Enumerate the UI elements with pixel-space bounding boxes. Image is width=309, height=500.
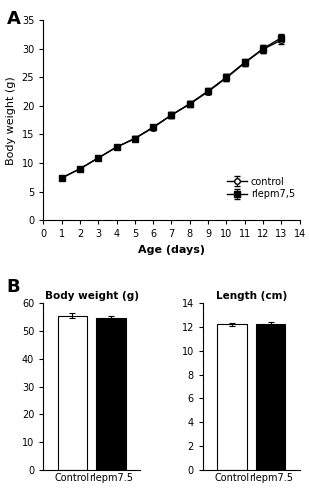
Bar	[96, 318, 125, 470]
Bar	[218, 324, 247, 470]
Title: Body weight (g): Body weight (g)	[45, 291, 139, 301]
Bar	[58, 316, 87, 470]
Title: Length (cm): Length (cm)	[216, 291, 287, 301]
Text: B: B	[6, 278, 20, 296]
Text: A: A	[7, 10, 21, 28]
Y-axis label: Body weight (g): Body weight (g)	[6, 76, 16, 164]
Legend: control, rlepm7,5: control, rlepm7,5	[227, 176, 295, 200]
X-axis label: Age (days): Age (days)	[138, 245, 205, 255]
Bar	[256, 324, 285, 470]
